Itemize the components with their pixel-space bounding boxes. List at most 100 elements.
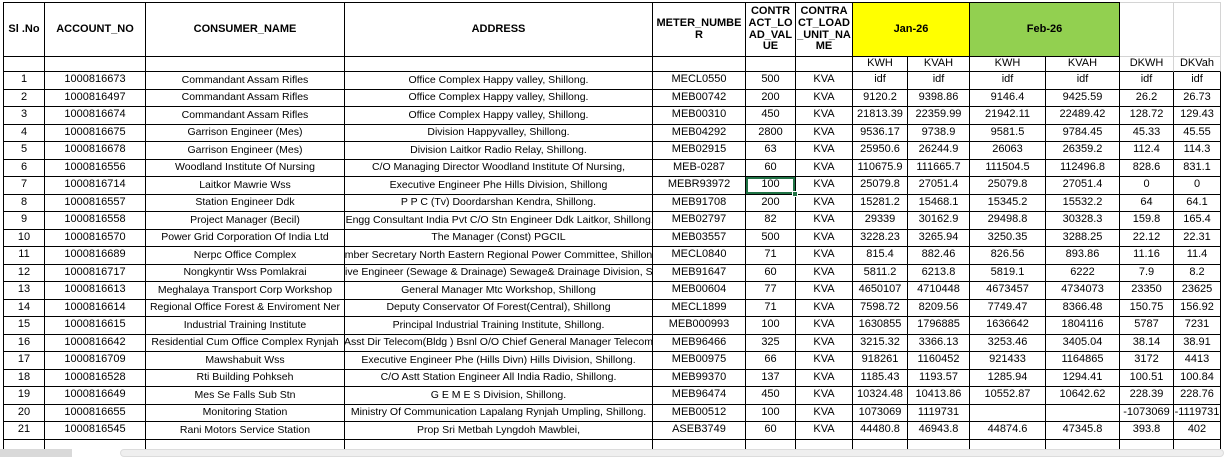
cell-meter_number[interactable]: MEB00742: [653, 89, 746, 107]
cell-feb_kvah[interactable]: 1294.41: [1046, 369, 1120, 387]
cell-contract_load_value[interactable]: 200: [746, 194, 796, 212]
cell-address[interactable]: ember Secretary North Eastern Regional P…: [345, 247, 653, 265]
cell-feb_kvah[interactable]: 112496.8: [1046, 159, 1120, 177]
cell-consumer_name[interactable]: Nerpc Office Complex: [146, 247, 345, 265]
empty-cell[interactable]: [345, 439, 653, 449]
cell-jan_kwh[interactable]: 25079.8: [853, 177, 908, 195]
cell-feb_kwh[interactable]: 3253.46: [970, 334, 1046, 352]
cell-feb_kwh[interactable]: 1285.94: [970, 369, 1046, 387]
cell-consumer_name[interactable]: Residential Cum Office Complex Rynjah: [146, 334, 345, 352]
cell-address[interactable]: st Engg Consultant India Pvt C/O Stn Eng…: [345, 212, 653, 230]
col-header-jan-26[interactable]: Jan-26: [853, 2, 970, 57]
cell-contract_load_unit_name[interactable]: KVA: [796, 352, 853, 370]
cell-contract_load_unit_name[interactable]: KVA: [796, 229, 853, 247]
cell-meter_number[interactable]: MEBR93972: [653, 177, 746, 195]
cell-consumer_name[interactable]: Mawshabuit Wss: [146, 352, 345, 370]
cell-feb_kvah[interactable]: 1804116: [1046, 317, 1120, 335]
cell-consumer_name[interactable]: Regional Office Forest & Enviroment Ner: [146, 299, 345, 317]
cell-dkwh[interactable]: 26.2: [1120, 89, 1174, 107]
cell-address[interactable]: Prop Sri Metbah Lyngdoh Mawblei,: [345, 422, 653, 440]
cell-consumer_name[interactable]: Woodland Institute Of Nursing: [146, 159, 345, 177]
cell-jan_kvah[interactable]: 10413.86: [908, 387, 970, 405]
cell-feb_kvah[interactable]: 6222: [1046, 264, 1120, 282]
cell-contract_load_value[interactable]: 66: [746, 352, 796, 370]
cell-dkwh[interactable]: 38.14: [1120, 334, 1174, 352]
cell-meter_number[interactable]: MEB02797: [653, 212, 746, 230]
empty-cell[interactable]: [1174, 439, 1221, 449]
cell-meter_number[interactable]: MEB00975: [653, 352, 746, 370]
subheader-blank[interactable]: [146, 57, 345, 72]
cell-sl_no[interactable]: 12: [3, 264, 45, 282]
col-header-sl-no[interactable]: Sl .No: [3, 2, 45, 57]
cell-feb_kvah[interactable]: idf: [1046, 72, 1120, 90]
cell-meter_number[interactable]: MEB00512: [653, 404, 746, 422]
cell-meter_number[interactable]: MEB000993: [653, 317, 746, 335]
cell-jan_kvah[interactable]: 6213.8: [908, 264, 970, 282]
cell-jan_kwh[interactable]: 918261: [853, 352, 908, 370]
cell-meter_number[interactable]: MEB91647: [653, 264, 746, 282]
col-header-account-no[interactable]: ACCOUNT_NO: [45, 2, 146, 57]
cell-sl_no[interactable]: 6: [3, 159, 45, 177]
cell-dkwh[interactable]: 45.33: [1120, 124, 1174, 142]
cell-consumer_name[interactable]: Commandant Assam Rifles: [146, 89, 345, 107]
cell-contract_load_value[interactable]: 71: [746, 247, 796, 265]
cell-dkwh[interactable]: 828.6: [1120, 159, 1174, 177]
cell-dkvah[interactable]: 0: [1174, 177, 1221, 195]
cell-jan_kvah[interactable]: idf: [908, 72, 970, 90]
cell-jan_kwh[interactable]: 3215.32: [853, 334, 908, 352]
cell-dkwh[interactable]: idf: [1120, 72, 1174, 90]
cell-contract_load_value[interactable]: 82: [746, 212, 796, 230]
cell-feb_kwh[interactable]: 21942.11: [970, 107, 1046, 125]
cell-feb_kwh[interactable]: 4673457: [970, 282, 1046, 300]
cell-sl_no[interactable]: 9: [3, 212, 45, 230]
cell-address[interactable]: Division Happyvalley, Shillong.: [345, 124, 653, 142]
cell-contract_load_value[interactable]: 450: [746, 107, 796, 125]
cell-contract_load_unit_name[interactable]: KVA: [796, 124, 853, 142]
cell-feb_kwh[interactable]: 1636642: [970, 317, 1046, 335]
cell-contract_load_value[interactable]: 500: [746, 72, 796, 90]
cell-sl_no[interactable]: 3: [3, 107, 45, 125]
cell-meter_number[interactable]: MEB00604: [653, 282, 746, 300]
cell-feb_kvah[interactable]: 30328.3: [1046, 212, 1120, 230]
cell-jan_kvah[interactable]: 30162.9: [908, 212, 970, 230]
cell-account_no[interactable]: 1000816528: [45, 369, 146, 387]
cell-consumer_name[interactable]: Monitoring Station: [146, 404, 345, 422]
cell-dkvah[interactable]: 156.92: [1174, 299, 1221, 317]
cell-feb_kwh[interactable]: 10552.87: [970, 387, 1046, 405]
col-header-feb-26[interactable]: Feb-26: [970, 2, 1120, 57]
empty-cell[interactable]: [746, 439, 796, 449]
cell-jan_kwh[interactable]: 15281.2: [853, 194, 908, 212]
cell-feb_kwh[interactable]: [970, 404, 1046, 422]
cell-address[interactable]: P P C (Tv) Doordarshan Kendra, Shillong.: [345, 194, 653, 212]
cell-dkvah[interactable]: 11.4: [1174, 247, 1221, 265]
cell-account_no[interactable]: 1000816556: [45, 159, 146, 177]
cell-feb_kvah[interactable]: 8366.48: [1046, 299, 1120, 317]
cell-contract_load_unit_name[interactable]: KVA: [796, 369, 853, 387]
horizontal-scrollbar[interactable]: [120, 449, 1224, 457]
cell-consumer_name[interactable]: Commandant Assam Rifles: [146, 107, 345, 125]
cell-feb_kvah[interactable]: 3288.25: [1046, 229, 1120, 247]
cell-address[interactable]: General Manager Mtc Workshop, Shillong: [345, 282, 653, 300]
cell-consumer_name[interactable]: Industrial Training Institute: [146, 317, 345, 335]
cell-address[interactable]: G E M E S Division, Shillong.: [345, 387, 653, 405]
cell-contract_load_unit_name[interactable]: KVA: [796, 159, 853, 177]
cell-address[interactable]: C/O Managing Director Woodland Institute…: [345, 159, 653, 177]
cell-account_no[interactable]: 1000816545: [45, 422, 146, 440]
cell-dkvah[interactable]: 26.73: [1174, 89, 1221, 107]
subheader-dkwh[interactable]: DKWH: [1120, 57, 1174, 72]
cell-account_no[interactable]: 1000816709: [45, 352, 146, 370]
cell-jan_kvah[interactable]: 46943.8: [908, 422, 970, 440]
cell-jan_kwh[interactable]: 21813.39: [853, 107, 908, 125]
empty-cell[interactable]: [146, 439, 345, 449]
cell-account_no[interactable]: 1000816678: [45, 142, 146, 160]
cell-contract_load_unit_name[interactable]: KVA: [796, 282, 853, 300]
cell-consumer_name[interactable]: Rti Building Pohkseh: [146, 369, 345, 387]
subheader-blank[interactable]: [653, 57, 746, 72]
cell-account_no[interactable]: 1000816557: [45, 194, 146, 212]
cell-jan_kvah[interactable]: 882.46: [908, 247, 970, 265]
cell-dkvah[interactable]: 129.43: [1174, 107, 1221, 125]
cell-sl_no[interactable]: 10: [3, 229, 45, 247]
cell-feb_kvah[interactable]: 893.86: [1046, 247, 1120, 265]
cell-meter_number[interactable]: MEB04292: [653, 124, 746, 142]
cell-consumer_name[interactable]: Commandant Assam Rifles: [146, 72, 345, 90]
